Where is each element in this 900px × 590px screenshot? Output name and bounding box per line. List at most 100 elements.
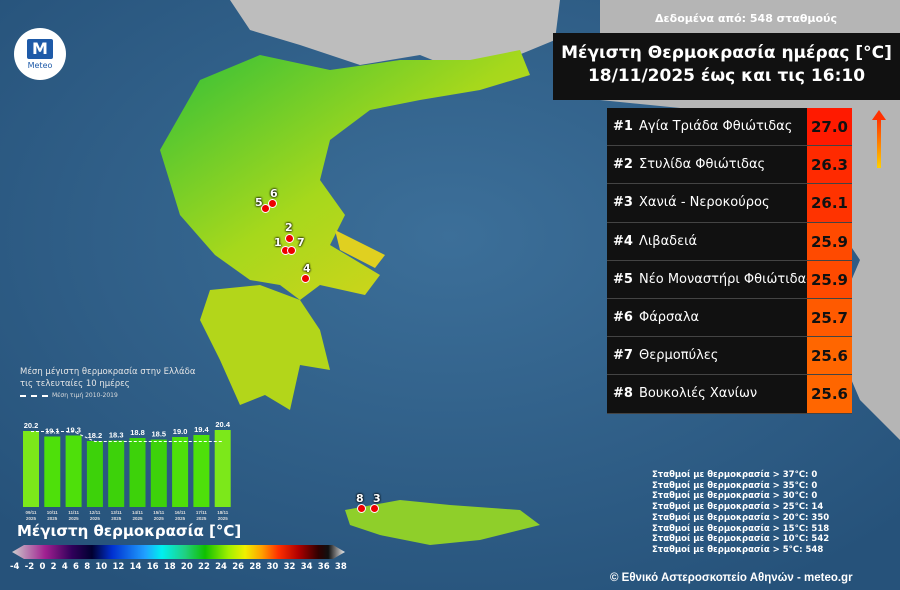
map-title: Μέγιστη Θερμοκρασία ημέρας [°C] 18/11/20…	[553, 33, 900, 100]
bar-date-label: 2025	[175, 516, 186, 521]
bar	[65, 435, 82, 507]
station-name: Αγία Τριάδα Φθιώτιδας	[639, 119, 793, 134]
ranking-row: #4 Λιβαδειά 25.9	[607, 222, 852, 261]
count-line: Σταθμοί με θερμοκρασία > 37°C: 0	[652, 470, 818, 480]
bar-date-label: 14/11	[132, 510, 144, 515]
station-name: Θερμοπύλες	[639, 348, 719, 364]
colorbar-tick: 6	[73, 562, 79, 572]
count-line: Σταθμοί με θερμοκρασία > 25°C: 14	[652, 502, 824, 513]
copyright: © Εθνικό Αστεροσκοπείο Αθηνών - meteo.gr	[610, 572, 853, 584]
bar-date-label: 10/11	[47, 510, 59, 515]
bar-date-label: 11/11	[68, 510, 79, 515]
marker-label: 7	[297, 236, 305, 249]
bar-value-label: 19.4	[194, 425, 209, 434]
station-name: Στυλίδα Φθιώτιδας	[639, 157, 766, 173]
arrow-up-icon	[872, 110, 886, 168]
bar-date-label: 2025	[26, 516, 37, 521]
bar-value-label: 19.3	[66, 426, 81, 435]
bar-date-label: 15/11	[153, 510, 165, 515]
bar-value-label: 20.2	[24, 421, 39, 430]
peloponnese	[200, 285, 330, 410]
bar-date-label: 2025	[196, 516, 207, 521]
rank-number: #8	[613, 386, 633, 402]
mini-chart-title: Μέση μέγιστη θερμοκρασία στην Ελλάδα τις…	[20, 366, 195, 390]
ranking-row: #8 Βουκολιές Χανίων 25.6	[607, 375, 852, 414]
stations-note: Δεδομένα από: 548 σταθμούς	[655, 12, 837, 25]
mini-chart-title-line1: Μέση μέγιστη θερμοκρασία στην Ελλάδα	[20, 367, 196, 377]
count-line: Σταθμοί με θερμοκρασία > 20°C: 350	[652, 512, 830, 523]
rank-number: #1	[613, 119, 633, 134]
station-counts: Σταθμοί με θερμοκρασία > 37°C: 0 Σταθμοί …	[652, 470, 829, 556]
colorbar-tick: 26	[232, 562, 245, 572]
bar-value-label: 19.0	[173, 427, 188, 436]
colorbar-tick: -2	[24, 562, 35, 572]
rank-number: #3	[613, 195, 633, 211]
meteo-logo-mark: M	[27, 38, 53, 59]
station-name: Φάρσαλα	[639, 309, 700, 325]
marker-label: 2	[285, 221, 293, 234]
station-value: 25.6	[807, 337, 852, 375]
station-name: Νέο Μοναστήρι Φθιώτιδας	[639, 271, 807, 287]
rank-number: #4	[613, 233, 633, 249]
count-line: Σταθμοί με θερμοκρασία > 10°C: 542	[652, 534, 830, 545]
station-name: Λιβαδειά	[639, 233, 698, 249]
bar	[86, 441, 103, 507]
bar-date-label: 09/11	[25, 510, 37, 515]
bar-date-label: 2025	[111, 516, 122, 521]
count-line: Σταθμοί με θερμοκρασία > 30°C: 0	[652, 491, 818, 502]
count-line: Σταθμοί με θερμοκρασία > 5°C: 548	[652, 544, 824, 555]
station-value: 25.6	[807, 375, 852, 413]
meteo-logo: M Meteo	[14, 28, 66, 80]
bar-value-label: 20.4	[215, 420, 230, 429]
rank-number: #7	[613, 348, 633, 364]
colorbar-tick: 32	[283, 562, 296, 572]
colorbar-tick: 30	[266, 562, 279, 572]
marker-label: 6	[270, 187, 278, 200]
bar-date-label: 13/11	[111, 510, 123, 515]
station-marker	[301, 274, 310, 283]
station-marker	[261, 204, 270, 213]
marker-label: 1	[274, 236, 282, 249]
bar-date-label: 2025	[132, 516, 143, 521]
station-marker	[287, 246, 296, 255]
marker-label: 8	[356, 492, 364, 505]
title-line: Μέγιστη Θερμοκρασία ημέρας [°C]	[561, 43, 892, 63]
colorbar-tick: 22	[198, 562, 210, 572]
evia	[335, 230, 385, 268]
bar-date-label: 16/11	[175, 510, 187, 515]
ranking-row: #7 Θερμοπύλες 25.6	[607, 337, 852, 376]
colorbar-tick: 18	[163, 562, 176, 572]
bar-value-label: 18.5	[151, 430, 166, 439]
bar-date-label: 2025	[218, 516, 229, 521]
marker-label: 5	[255, 196, 263, 209]
count-line: Σταθμοί με θερμοκρασία > 15°C: 518	[652, 523, 830, 534]
station-marker	[357, 504, 366, 513]
station-value: 25.9	[807, 260, 852, 298]
station-marker	[285, 234, 294, 243]
dashed-line-legend: Μέση τιμή 2010-2019	[20, 392, 118, 399]
station-marker	[370, 504, 379, 513]
colorbar-tick: 38	[334, 562, 347, 572]
bar-value-label: 18.2	[88, 431, 103, 440]
colorbar-tick: 16	[146, 562, 159, 572]
bar	[214, 430, 231, 507]
station-name: Βουκολιές Χανίων	[639, 386, 758, 402]
bar-date-label: 17/11	[196, 510, 208, 515]
bar	[129, 438, 146, 507]
bar	[150, 439, 167, 507]
bar-value-label: 18.3	[109, 431, 124, 440]
bar-date-label: 2025	[47, 516, 58, 521]
colorbar-tick: 12	[112, 562, 125, 572]
ranking-row: #3 Χανιά - Νεροκούρος 26.1	[607, 184, 852, 223]
ranking-row: #6 Φάρσαλα 25.7	[607, 298, 852, 338]
balkans-land	[230, 0, 560, 75]
station-value: 26.1	[807, 184, 852, 222]
colorbar-ticks: -4 -2 0 2 4 6 8 10 12 14 16 18 20 22 24 26 28 30 32 34 36 38	[10, 562, 347, 572]
bar-date-label: 2025	[154, 516, 165, 521]
count-line: Σταθμοί με θερμοκρασία > 35°C: 0	[652, 480, 818, 491]
bar	[23, 431, 39, 507]
crete	[345, 500, 540, 545]
station-name: Χανιά - Νεροκούρος	[639, 195, 770, 211]
station-value: 25.7	[807, 298, 852, 337]
colorbar-tick: 4	[61, 562, 68, 572]
